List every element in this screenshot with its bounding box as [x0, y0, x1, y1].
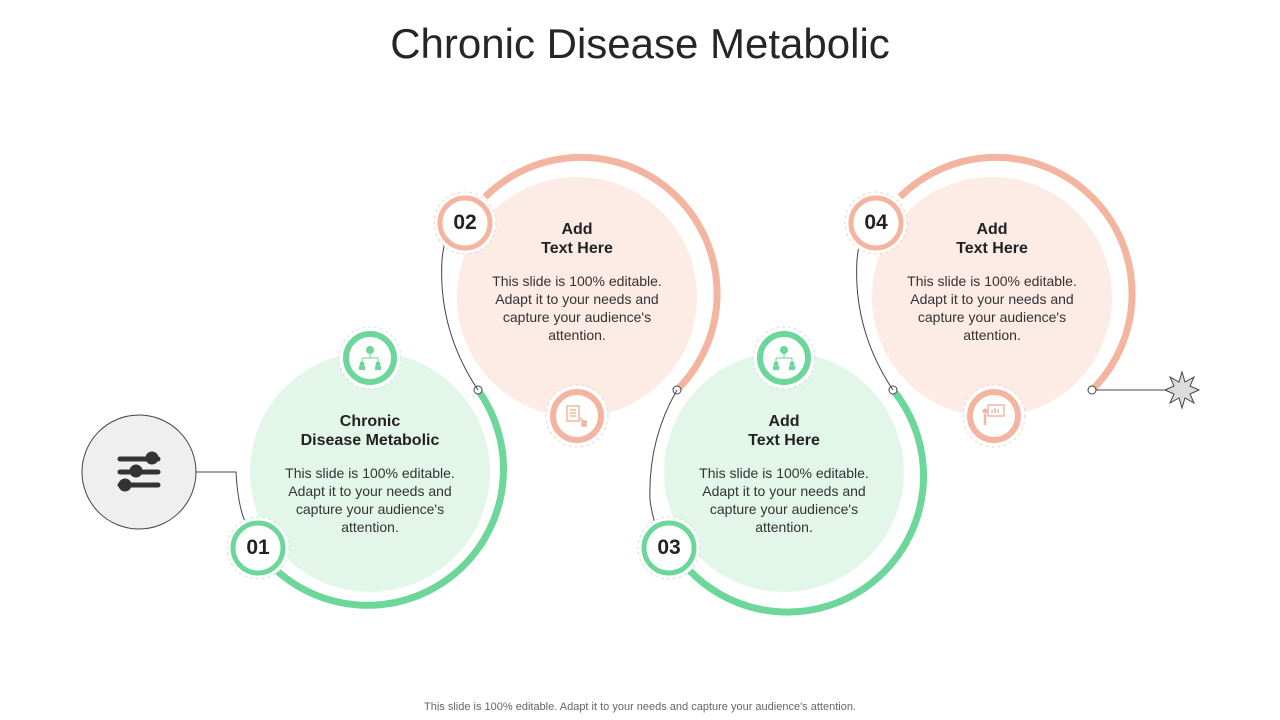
hierarchy-money-icon: [773, 346, 795, 370]
page-title: Chronic Disease Metabolic: [390, 20, 890, 67]
step-03-card: Add Text Here This slide is 100% editabl…: [694, 412, 874, 536]
hub-circle: [81, 414, 249, 530]
step-03-shape: [637, 326, 928, 616]
step-02-card: Add Text Here This slide is 100% editabl…: [487, 220, 667, 344]
step-01-heading: Chronic Disease Metabolic: [300, 413, 440, 449]
starburst-icon: [1163, 370, 1201, 410]
footer-note: This slide is 100% editable. Adapt it to…: [424, 701, 856, 713]
sliders-emotion-icon: [117, 451, 161, 492]
step-04-card: Add Text Here This slide is 100% editabl…: [902, 220, 1082, 344]
step-02-body: This slide is 100% editable. Adapt it to…: [492, 273, 662, 343]
step-04-body: This slide is 100% editable. Adapt it to…: [907, 273, 1077, 343]
step-02-number: 02: [453, 211, 477, 234]
step-03-number: 03: [657, 536, 681, 559]
hierarchy-money-icon: [359, 346, 381, 370]
step-01-body: This slide is 100% editable. Adapt it to…: [285, 465, 455, 535]
end-connector: [1096, 370, 1201, 410]
step-02-heading: Add Text Here: [541, 221, 613, 257]
step-03-body: This slide is 100% editable. Adapt it to…: [699, 465, 869, 535]
step-02-shape: [433, 153, 721, 448]
document-transfer-icon: [566, 405, 587, 427]
step-04-shape: [844, 153, 1136, 448]
step-04-number: 04: [864, 211, 888, 234]
step-01-shape: [226, 326, 508, 609]
step-01-card: Chronic Disease Metabolic This slide is …: [280, 412, 460, 536]
step-04-heading: Add Text Here: [956, 221, 1028, 257]
step-03-heading: Add Text Here: [748, 413, 820, 449]
presentation-board-icon: [982, 404, 1005, 425]
step-01-number: 01: [246, 536, 270, 559]
